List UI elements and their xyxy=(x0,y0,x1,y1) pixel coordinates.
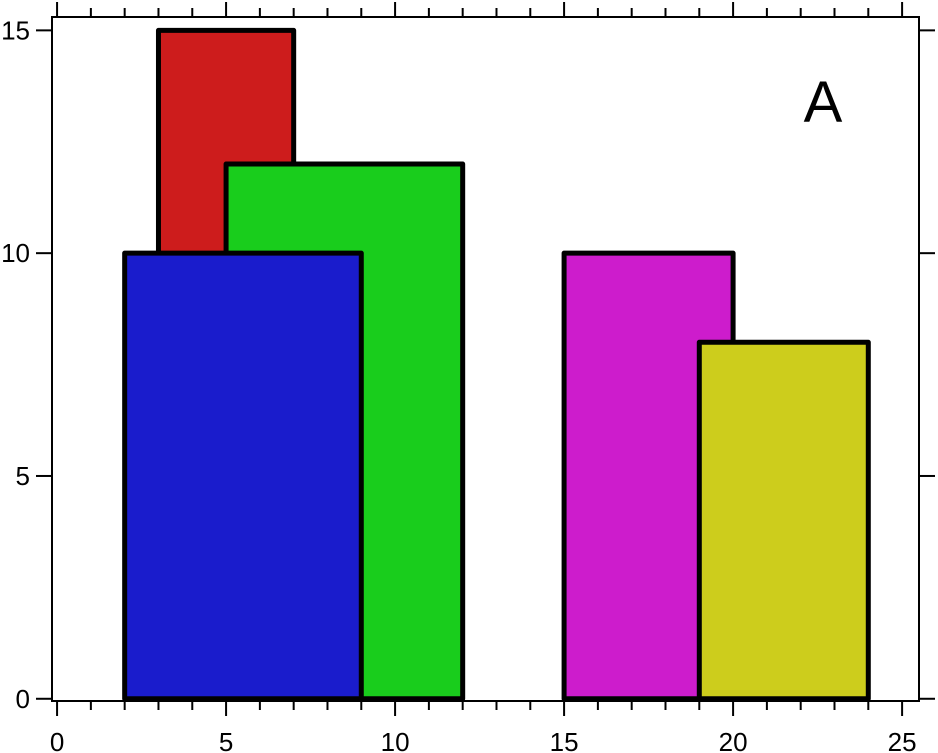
y-tick-label: 0 xyxy=(16,684,30,714)
y-tick-label: 10 xyxy=(1,238,30,268)
x-tick-label: 10 xyxy=(381,727,410,753)
rectangles xyxy=(122,27,871,702)
rect-4 xyxy=(696,339,871,702)
x-tick-label: 25 xyxy=(888,727,917,753)
x-tick-label: 15 xyxy=(550,727,579,753)
panel-label: A xyxy=(804,70,843,135)
y-tick-label: 15 xyxy=(1,15,30,45)
x-tick-label: 0 xyxy=(50,727,64,753)
plot-frame xyxy=(51,16,920,702)
rect-2 xyxy=(122,250,364,702)
x-tick-label: 5 xyxy=(219,727,233,753)
x-tick-label: 20 xyxy=(719,727,748,753)
y-tick-label: 5 xyxy=(16,461,30,491)
